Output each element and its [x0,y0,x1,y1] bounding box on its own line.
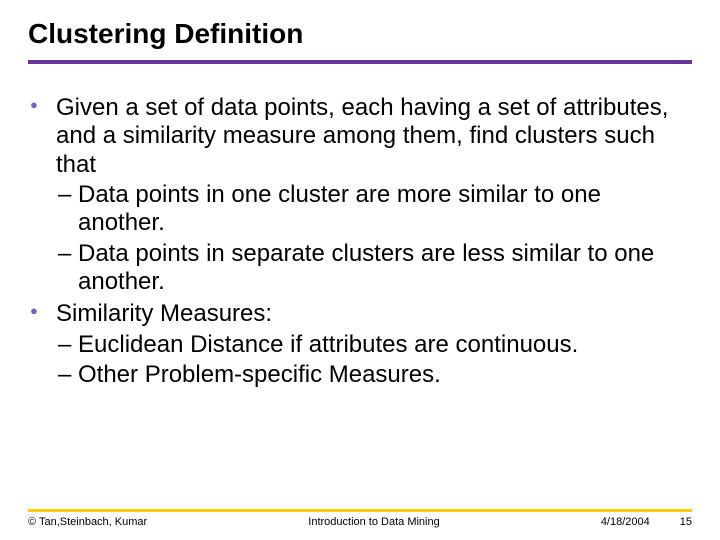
sub-item: Other Problem-specific Measures. [78,361,688,389]
bullet-text: Given a set of data points, each having … [56,94,668,178]
footer-course: Introduction to Data Mining [147,516,601,528]
footer-authors: © Tan,Steinbach, Kumar [28,516,147,528]
slide: Clustering Definition Given a set of dat… [0,0,720,540]
sub-item: Data points in one cluster are more simi… [78,181,688,238]
title-rule [28,60,692,64]
bullet-list: Given a set of data points, each having … [56,94,688,389]
footer-page-number: 15 [680,516,692,528]
bullet-item: Given a set of data points, each having … [56,94,688,296]
sub-list: Euclidean Distance if attributes are con… [56,331,688,390]
bullet-text: Similarity Measures: [56,300,272,327]
sub-list: Data points in one cluster are more simi… [56,181,688,296]
footer-row: © Tan,Steinbach, Kumar Introduction to D… [28,516,692,528]
bullet-item: Similarity Measures: Euclidean Distance … [56,300,688,389]
footer-date: 4/18/2004 [601,516,650,528]
slide-body: Given a set of data points, each having … [28,94,692,389]
sub-item: Euclidean Distance if attributes are con… [78,331,688,359]
sub-item: Data points in separate clusters are les… [78,240,688,297]
footer-rule [28,509,692,512]
slide-title: Clustering Definition [28,18,692,50]
slide-footer: © Tan,Steinbach, Kumar Introduction to D… [0,509,720,528]
